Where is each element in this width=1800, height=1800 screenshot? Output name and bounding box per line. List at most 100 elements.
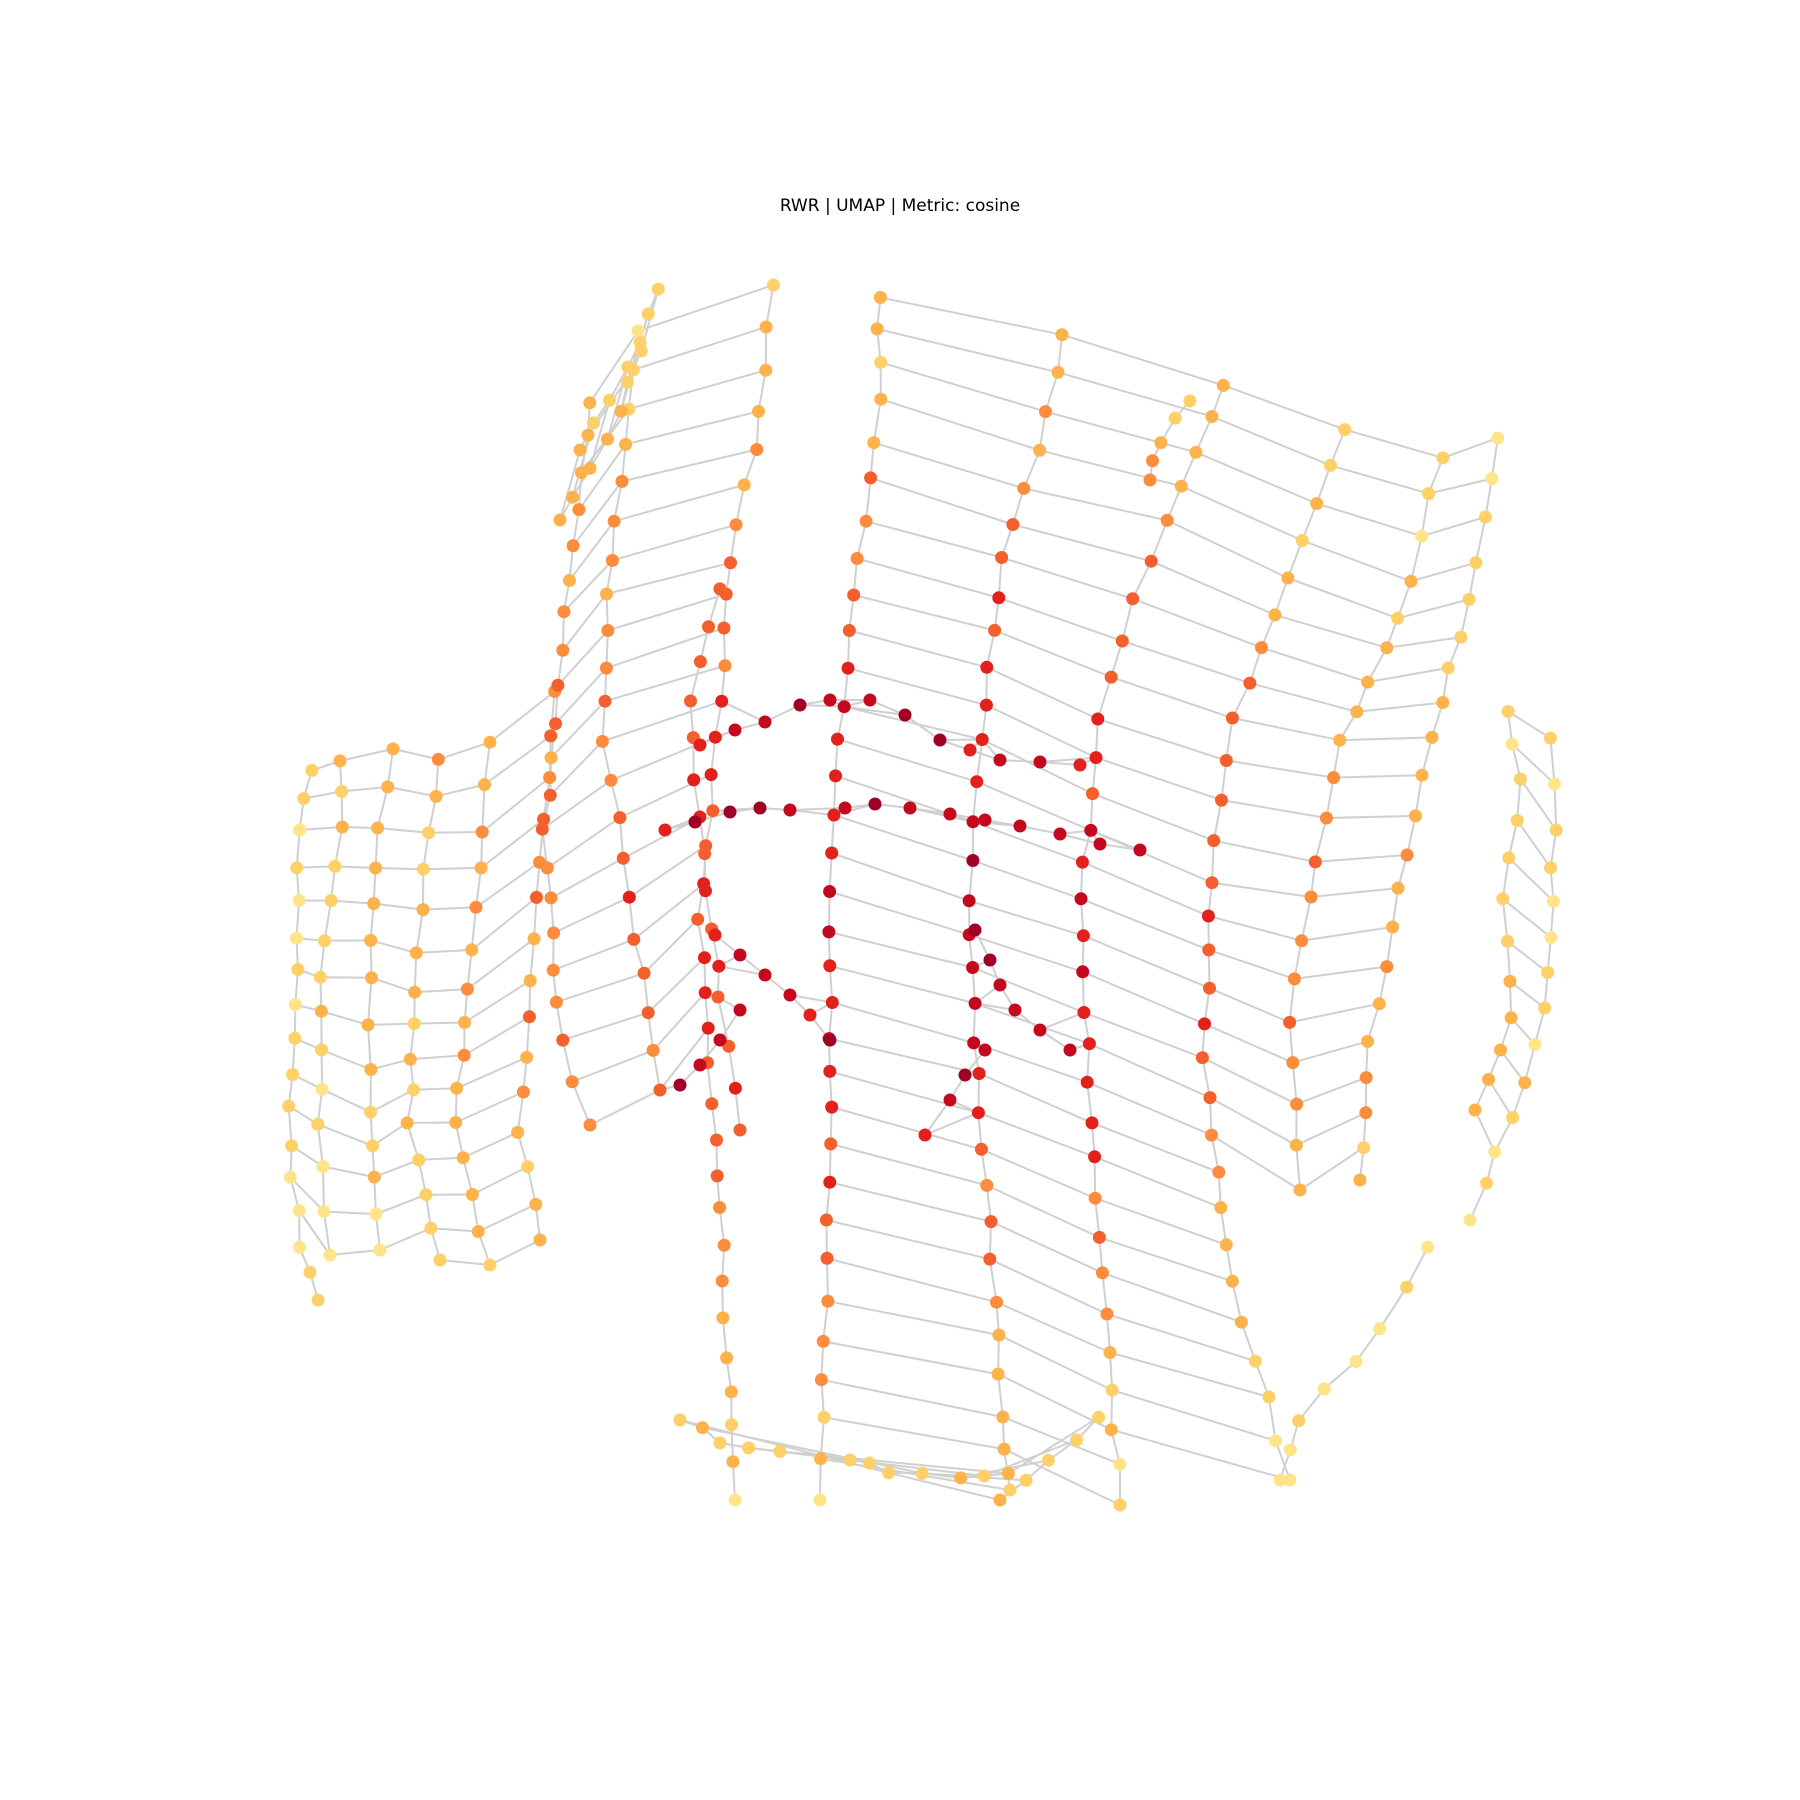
graph-node (465, 1188, 479, 1201)
graph-edge (830, 1142, 988, 1187)
graph-edge (1095, 756, 1222, 802)
graph-node (992, 591, 1006, 605)
graph-node (1317, 1382, 1331, 1396)
graph-edge (986, 1184, 1100, 1239)
graph-node (966, 961, 980, 974)
graph-edge (628, 369, 767, 411)
edge-layer (287, 284, 1558, 1506)
graph-edge (829, 1181, 992, 1223)
graph-node (803, 1008, 817, 1022)
graph-edge (1201, 1057, 1211, 1098)
graph-edge (829, 1070, 979, 1114)
graph-edge (483, 742, 491, 785)
graph-edge (483, 735, 552, 786)
graph-node (1415, 768, 1429, 782)
graph-edge (1090, 829, 1141, 851)
graph-edge (414, 988, 468, 994)
graph-edge (718, 965, 766, 976)
graph-edge (371, 1122, 408, 1147)
graph-node (1283, 1473, 1297, 1487)
graph-node (710, 1169, 724, 1183)
graph-edge (1213, 839, 1316, 863)
graph-node (1391, 611, 1405, 625)
graph-edge (828, 930, 973, 969)
graph-node (1225, 1274, 1239, 1288)
graph-edge (550, 857, 624, 899)
graph-node (373, 1243, 387, 1257)
graph-edge (1294, 965, 1387, 980)
graph-node (400, 1116, 414, 1130)
graph-edge (1083, 1011, 1203, 1059)
graph-edge (341, 785, 388, 793)
graph-edge (323, 1211, 331, 1256)
graph-node (572, 503, 586, 517)
graph-edge (1339, 736, 1433, 742)
graph-edge (1082, 970, 1205, 1025)
graph-node (614, 404, 628, 418)
graph-edge (1314, 817, 1328, 863)
graph-node (766, 278, 780, 292)
graph-node (1333, 733, 1347, 747)
graph-node (1146, 454, 1159, 468)
graph-edge (976, 780, 1092, 832)
graph-edge (423, 866, 482, 871)
graph-edge (470, 907, 477, 951)
graph-node (1372, 997, 1386, 1011)
graph-edge (1180, 485, 1303, 542)
graph-edge (833, 803, 876, 816)
graph-node (631, 324, 645, 338)
graph-edge (439, 1259, 491, 1266)
graph-node (581, 428, 595, 442)
graph-edge (628, 844, 707, 899)
graph-edge (1086, 1082, 1093, 1124)
graph-node (1463, 1213, 1477, 1227)
graph-node (1454, 630, 1468, 644)
graph-node (583, 396, 597, 410)
graph-edge (1099, 1236, 1233, 1283)
graph-node (758, 968, 772, 982)
graph-edge (1080, 897, 1210, 951)
graph-node (898, 708, 912, 722)
graph-node (1327, 771, 1341, 785)
graph-node (958, 1068, 972, 1082)
graph-node (587, 416, 600, 430)
graph-edge (829, 964, 976, 1005)
graph-node (303, 1265, 317, 1279)
graph-node (827, 808, 841, 822)
graph-node (724, 1385, 738, 1399)
graph-edge (437, 741, 491, 761)
graph-node (1105, 1383, 1119, 1397)
graph-edge (1406, 815, 1417, 856)
graph-edge (571, 1081, 591, 1126)
graph-node (1421, 1240, 1435, 1254)
graph-node (333, 754, 347, 768)
graph-node (1415, 529, 1429, 543)
graph-node (979, 698, 993, 712)
graph-node (1496, 892, 1510, 906)
graph-edge (865, 520, 1002, 559)
graph-node (1528, 1038, 1542, 1051)
graph-node (1019, 1473, 1033, 1487)
graph-node (715, 694, 729, 708)
graph-node (1205, 1128, 1218, 1142)
graph-edge (481, 776, 551, 833)
graph-edge (477, 1203, 537, 1233)
graph-node (527, 932, 541, 946)
graph-edge (1211, 881, 1312, 898)
graph-node (1008, 1003, 1022, 1017)
graph-edge (1111, 1428, 1291, 1481)
graph-node (1262, 1390, 1276, 1404)
graph-edge (1003, 1448, 1121, 1506)
graph-node (1074, 892, 1088, 906)
graph-edge (827, 891, 831, 932)
graph-node (943, 1093, 957, 1107)
graph-edge (975, 739, 984, 782)
graph-edge (643, 973, 650, 1013)
graph-edge (392, 747, 439, 761)
graph-edge (823, 1416, 1005, 1451)
graph-edge (880, 296, 1063, 336)
graph-edge (628, 897, 635, 940)
graph-edge (985, 704, 1097, 759)
graph-edge (618, 817, 625, 859)
graph-edge (612, 523, 737, 562)
